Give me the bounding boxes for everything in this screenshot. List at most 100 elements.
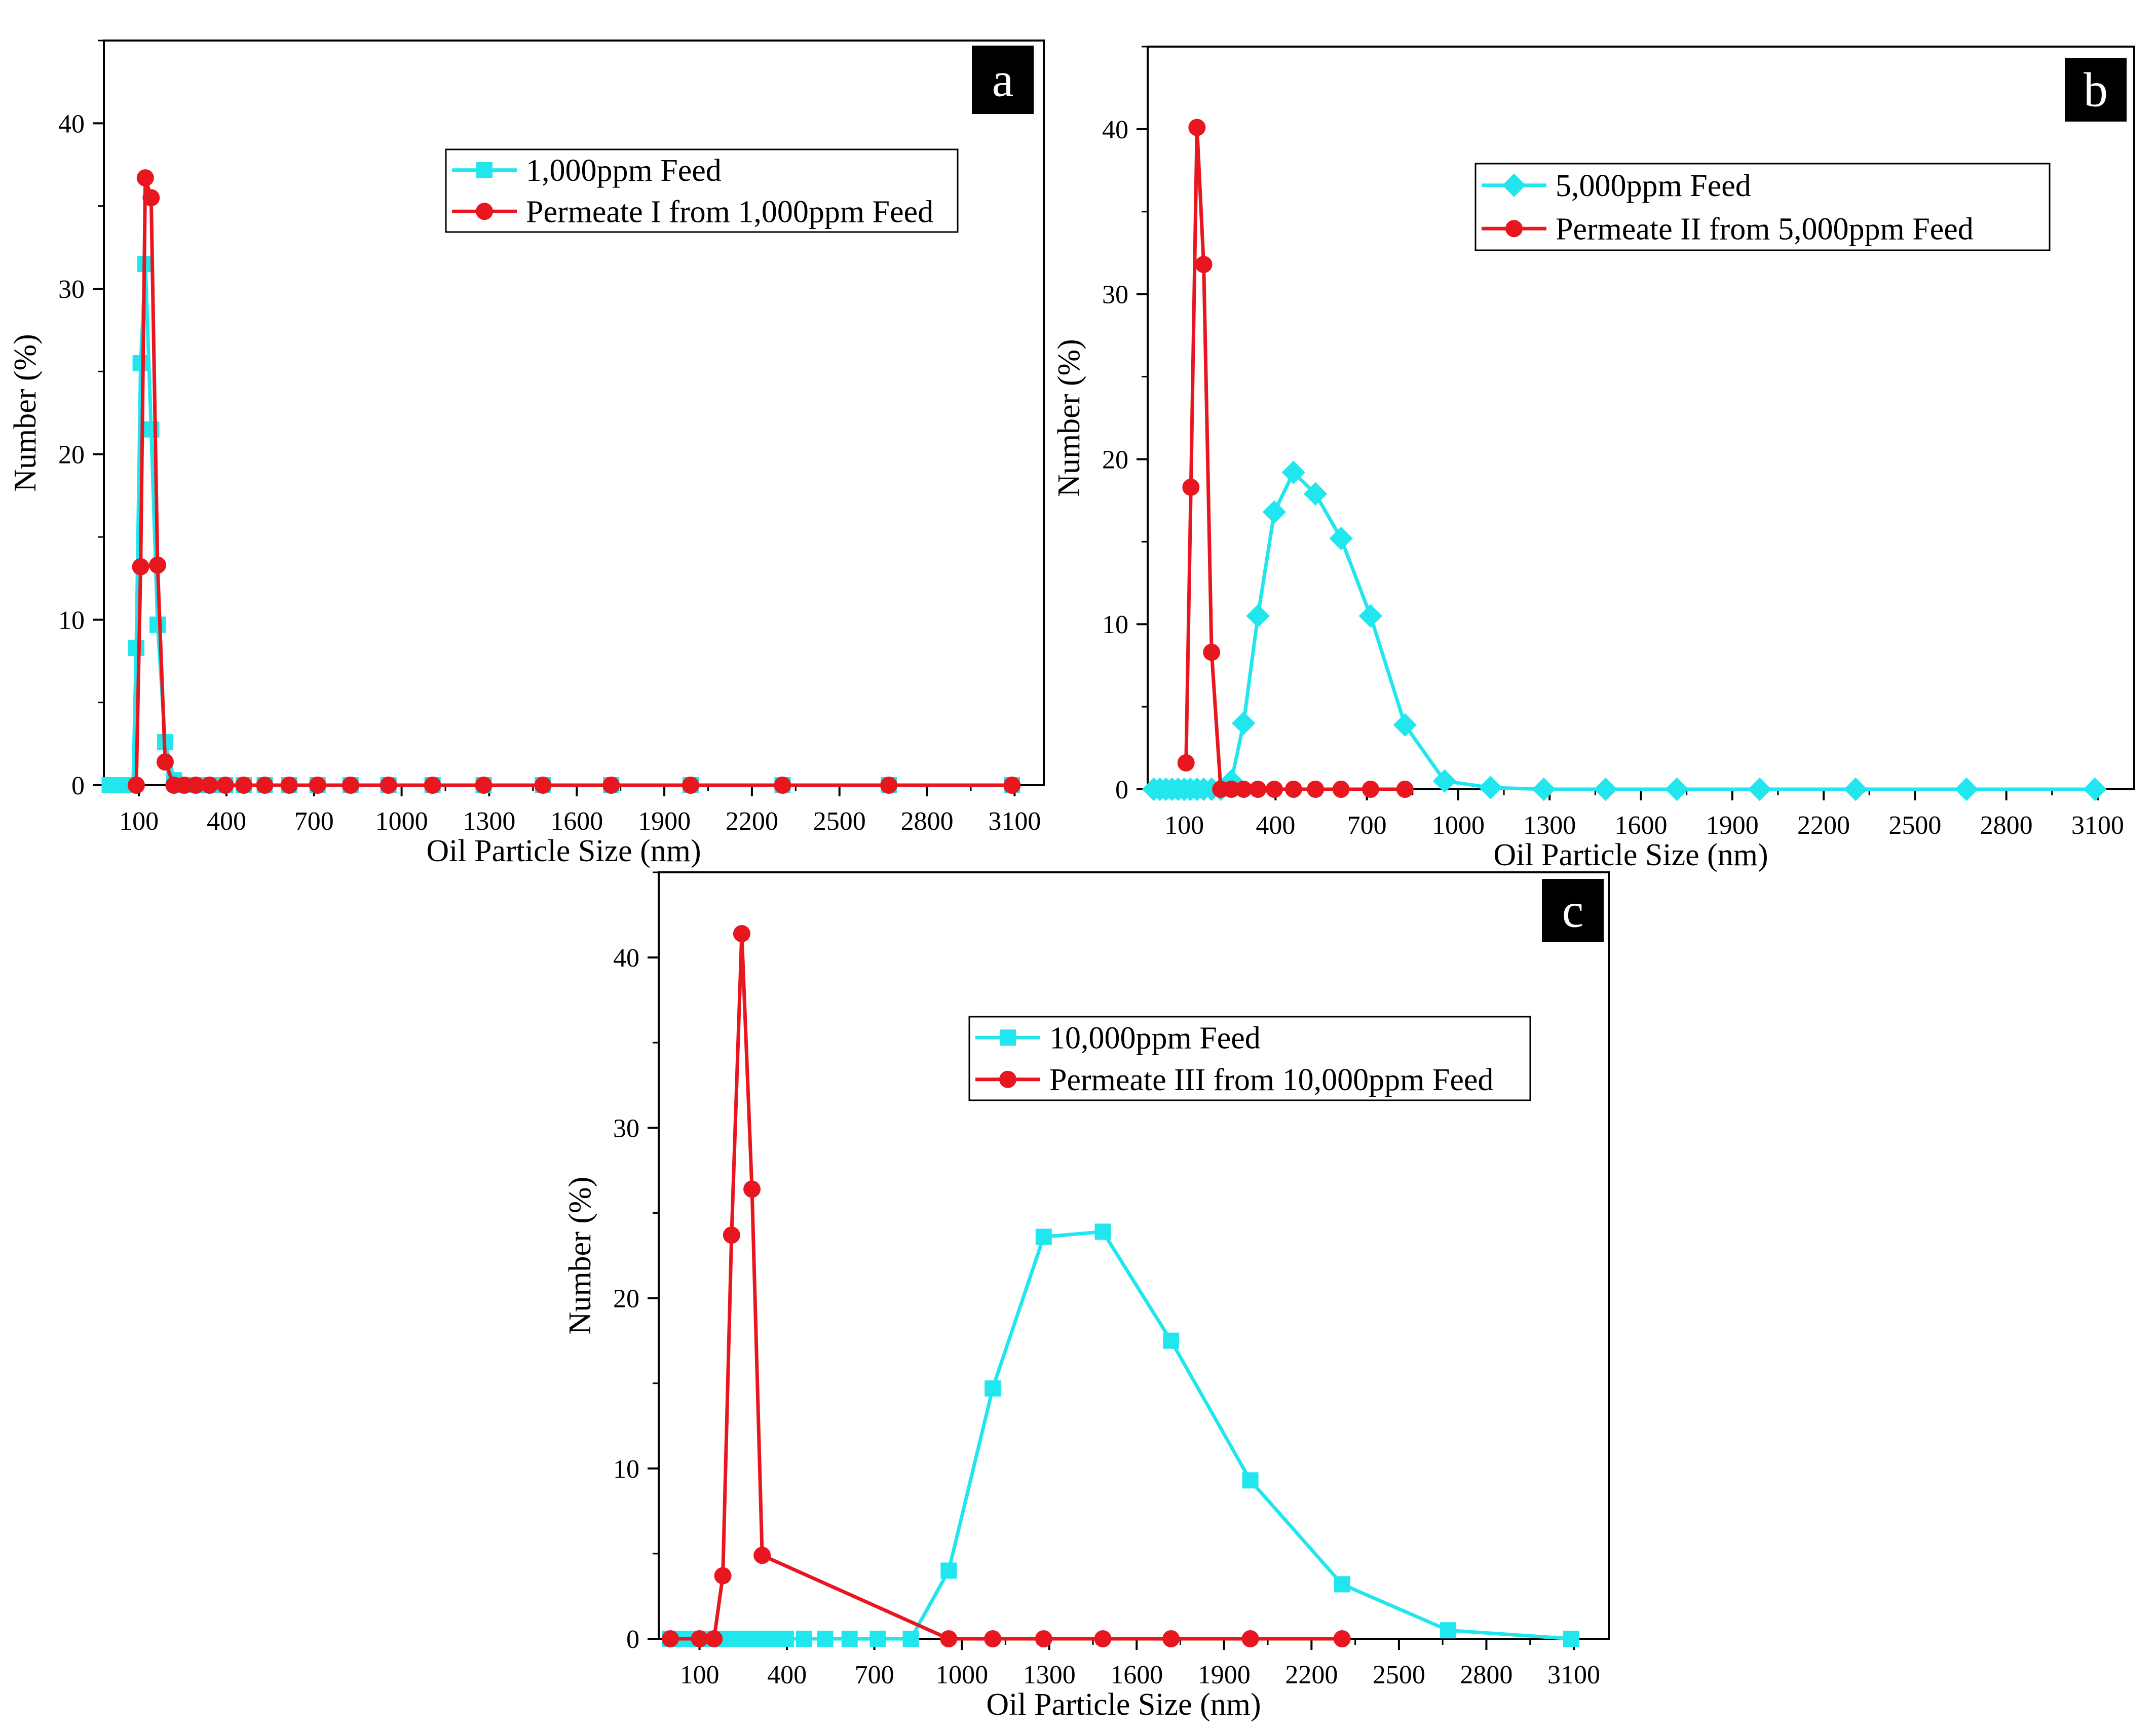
data-point [1361, 781, 1379, 798]
data-point [940, 1562, 957, 1579]
legend: 5,000ppm Feed Permeate II from 5,000ppm F… [1474, 163, 2051, 251]
x-tick-label: 700 [855, 1661, 894, 1689]
data-point [342, 777, 359, 794]
x-tick-label: 1000 [1432, 811, 1485, 840]
data-point [1396, 781, 1414, 798]
series-line [670, 1229, 1572, 1641]
series-permeate [1177, 119, 1414, 798]
legend-label: 5,000ppm Feed [1556, 169, 1751, 203]
data-point [1665, 777, 1689, 801]
data-point [1094, 1630, 1112, 1647]
data-point [1334, 1576, 1350, 1593]
data-point [187, 777, 205, 794]
data-point [1241, 1630, 1259, 1647]
data-point [132, 558, 149, 575]
panel-letter-box [2065, 58, 2127, 122]
y-tick-label: 10 [613, 1455, 639, 1484]
data-point [235, 777, 252, 794]
legend-box [968, 1016, 1531, 1101]
data-point [682, 777, 699, 794]
data-point [256, 777, 274, 794]
legend: 1,000ppm Feed Permeate I from 1,000ppm Fe… [445, 148, 959, 233]
legend-marker [476, 162, 493, 178]
panel-letter: b [2084, 63, 2108, 117]
y-tick-label: 30 [613, 1114, 639, 1143]
data-point [691, 1630, 708, 1647]
series-feed [101, 256, 1020, 793]
data-point [1281, 460, 1306, 484]
y-tick-label: 30 [58, 275, 85, 304]
y-tick-label: 40 [58, 109, 85, 138]
legend-box [445, 148, 959, 233]
data-point [1563, 1631, 1579, 1647]
x-tick-label: 3100 [988, 807, 1041, 836]
data-point [1265, 781, 1283, 798]
data-point [841, 1631, 858, 1647]
data-point [940, 1630, 958, 1647]
x-tick-label: 2200 [1797, 811, 1850, 840]
x-tick-label: 700 [1347, 811, 1387, 840]
series-line [134, 176, 1012, 787]
data-point [475, 777, 493, 794]
x-tick-label: 1900 [638, 807, 691, 836]
x-tick-label: 2200 [1285, 1661, 1338, 1689]
data-point [201, 777, 218, 794]
data-point [1358, 604, 1383, 628]
chart-panel-a: 100 400 700 1000 1300 1600 1900 2200 2500 2800 310… [8, 40, 1045, 868]
legend-label: Permeate III from 10,000ppm Feed [1049, 1063, 1493, 1097]
data-point [749, 1631, 766, 1647]
chart-panel-b: 100 400 700 1000 1300 1600 1900 2200 2500 2800 310… [1052, 46, 2135, 872]
x-tick-label: 1600 [1615, 811, 1668, 840]
y-tick-label: 10 [1102, 610, 1128, 639]
y-tick-label: 20 [1102, 445, 1128, 474]
data-point [735, 1631, 751, 1647]
legend-marker [1505, 220, 1523, 238]
data-point [132, 355, 149, 371]
x-tick-label: 100 [1164, 811, 1204, 840]
data-point [128, 639, 144, 656]
x-tick-label: 700 [294, 807, 334, 836]
x-tick-label: 100 [119, 807, 159, 836]
data-point [1748, 777, 1772, 801]
data-point [723, 1226, 740, 1244]
data-point [902, 1631, 919, 1647]
data-point [1262, 500, 1287, 524]
y-tick-label: 0 [1115, 776, 1128, 804]
data-point [136, 169, 154, 187]
data-point [1203, 643, 1221, 661]
data-point [1235, 781, 1253, 798]
x-tick-label: 2800 [1980, 811, 2033, 840]
data-point [714, 1567, 732, 1585]
data-point [1163, 1332, 1180, 1349]
legend-marker [1502, 173, 1526, 197]
y-tick-label: 20 [58, 441, 85, 470]
data-point [1332, 781, 1350, 798]
data-point [662, 1630, 679, 1647]
x-tick-label: 1300 [463, 807, 515, 836]
data-point [1035, 1630, 1052, 1647]
x-tick-label: 400 [207, 807, 246, 836]
x-tick-label: 2500 [1373, 1661, 1425, 1689]
data-point [985, 1380, 1001, 1397]
panel-letter: c [1562, 883, 1584, 938]
x-tick-label: 2800 [901, 807, 954, 836]
data-point [733, 925, 750, 943]
data-point [1195, 256, 1213, 274]
data-point [380, 777, 397, 794]
data-point [1182, 478, 1200, 496]
legend-marker [999, 1070, 1016, 1088]
plot-frame [1147, 46, 2135, 790]
y-tick-label: 10 [58, 606, 85, 635]
y-tick-label: 0 [71, 772, 85, 800]
legend-label: Permeate II from 5,000ppm Feed [1556, 212, 1974, 246]
data-point [796, 1631, 813, 1647]
x-tick-label: 100 [680, 1661, 720, 1689]
x-tick-label: 1000 [935, 1661, 988, 1689]
legend-marker [1000, 1029, 1016, 1046]
data-point [1532, 777, 1556, 801]
data-point [216, 777, 234, 794]
y-axis-title: Number (%) [1052, 339, 1086, 497]
series-feed [1142, 460, 2107, 801]
series-line [1184, 126, 1405, 791]
